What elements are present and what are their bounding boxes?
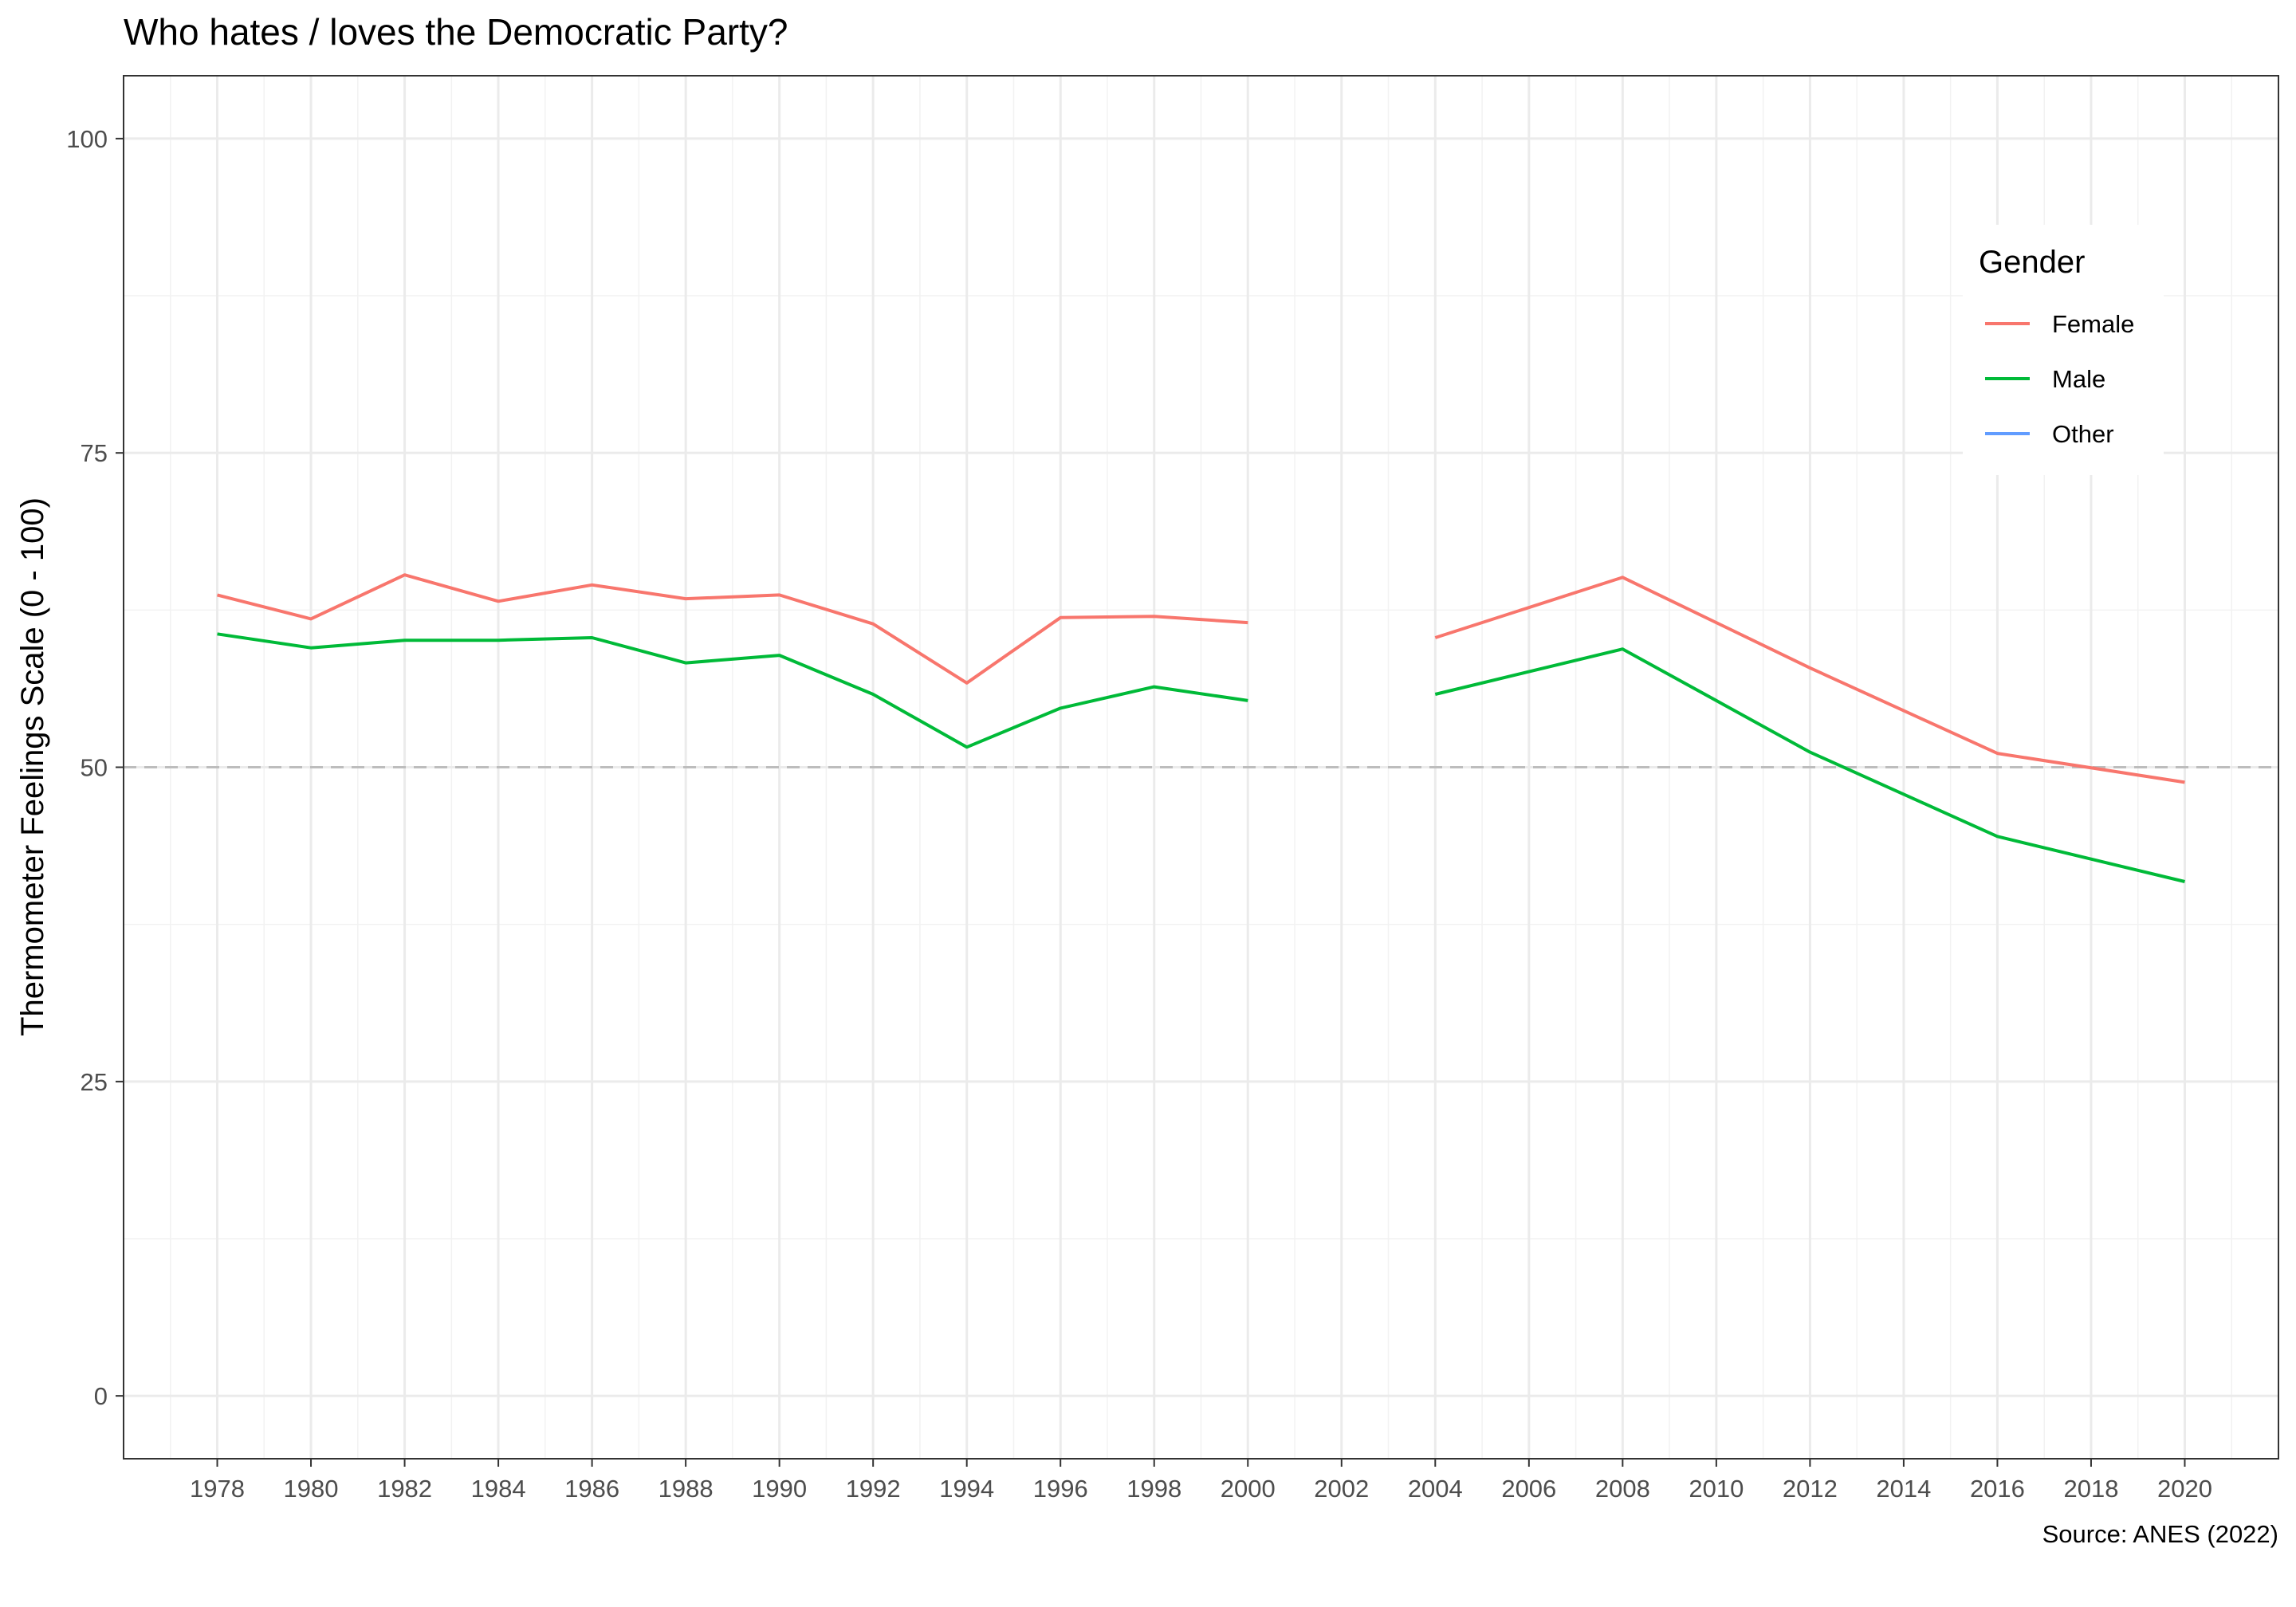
chart-title: Who hates / loves the Democratic Party?	[124, 11, 788, 53]
x-tick-label: 2012	[1783, 1475, 1838, 1503]
x-tick-label: 2010	[1689, 1475, 1744, 1503]
x-tick-label: 1984	[471, 1475, 526, 1503]
series-line-female-1	[217, 573, 1248, 685]
legend-entries: Female Male Other	[1985, 310, 2134, 448]
x-tick-label: 1980	[284, 1475, 339, 1503]
legend: Gender Female Male Other	[1963, 225, 2164, 475]
series-line-male-1	[217, 632, 1248, 749]
x-axis: 1978 1980 1982 1984 1986 1988 1990 1992 1994 1996…	[190, 1459, 2212, 1503]
y-tick-label: 50	[81, 754, 108, 782]
y-axis-title: Thermometer Feelings Scale (0 - 100)	[15, 497, 50, 1036]
x-tick-label: 1994	[939, 1475, 994, 1503]
x-tick-label: 1990	[752, 1475, 807, 1503]
x-tick-label: 1988	[659, 1475, 714, 1503]
x-tick-label: 1996	[1033, 1475, 1088, 1503]
x-tick-label: 1986	[564, 1475, 619, 1503]
x-tick-label: 2016	[1970, 1475, 2025, 1503]
legend-label-male: Male	[2052, 365, 2105, 393]
chart-caption: Source: ANES (2022)	[2042, 1520, 2278, 1548]
x-tick-label: 2018	[2063, 1475, 2118, 1503]
x-tick-label: 2002	[1314, 1475, 1369, 1503]
x-tick-label: 2014	[1876, 1475, 1931, 1503]
legend-label-female: Female	[2052, 310, 2134, 338]
series-lines	[217, 573, 2185, 883]
legend-label-other: Other	[2052, 420, 2114, 448]
y-tick-label: 100	[66, 125, 108, 153]
x-tick-label: 1978	[190, 1475, 245, 1503]
x-tick-label: 1992	[846, 1475, 901, 1503]
y-tick-label: 75	[81, 439, 108, 467]
x-tick-label: 1982	[377, 1475, 432, 1503]
x-tick-label: 2008	[1595, 1475, 1650, 1503]
x-tick-label: 2004	[1408, 1475, 1463, 1503]
x-tick-label: 2020	[2157, 1475, 2212, 1503]
x-tick-label: 1998	[1126, 1475, 1181, 1503]
series-line-male-2	[1434, 647, 2185, 883]
y-tick-label: 0	[94, 1382, 108, 1410]
series-line-female-2	[1434, 576, 2185, 784]
x-tick-label: 2000	[1221, 1475, 1276, 1503]
x-tick-label: 2006	[1501, 1475, 1556, 1503]
y-axis: 0 25 50 75 100	[66, 125, 124, 1410]
y-tick-label: 25	[81, 1068, 108, 1096]
legend-title: Gender	[1979, 245, 2085, 280]
